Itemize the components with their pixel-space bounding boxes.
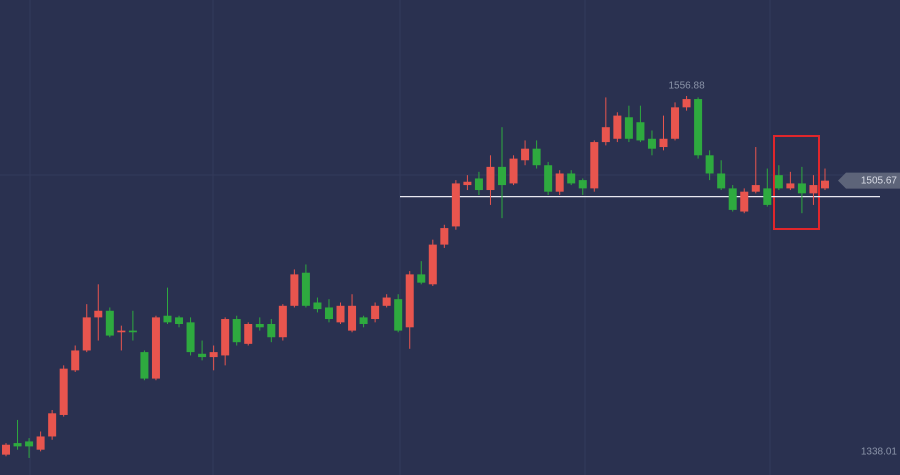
candle-body xyxy=(624,117,633,139)
candle-body xyxy=(601,127,610,143)
candle-body xyxy=(820,180,829,189)
candle-body xyxy=(428,244,437,285)
candle-body xyxy=(232,319,241,343)
price-tag-label: 1505.67 xyxy=(861,175,898,186)
candle-body xyxy=(463,181,472,186)
candle-body xyxy=(151,317,160,379)
candle-body xyxy=(532,148,541,166)
candle-body xyxy=(682,99,691,108)
candle-body xyxy=(221,319,230,356)
candle-body xyxy=(209,352,218,358)
candle-body xyxy=(567,173,576,184)
candle-body xyxy=(717,173,726,189)
candle-body xyxy=(371,305,380,320)
candle-body xyxy=(105,310,114,336)
candle-body xyxy=(694,99,703,156)
candle-body xyxy=(809,185,818,194)
candle-body xyxy=(417,274,426,283)
candle-body xyxy=(763,188,772,205)
candle-body xyxy=(186,322,195,353)
candle-body xyxy=(555,173,564,192)
candle-body xyxy=(751,185,760,192)
candle-body xyxy=(498,166,507,186)
candle-body xyxy=(36,436,45,450)
candle-body xyxy=(163,315,172,323)
candle-body xyxy=(244,323,253,344)
candle-body xyxy=(509,158,518,184)
candle-body xyxy=(336,305,345,323)
candle-body xyxy=(474,178,483,191)
candle-body xyxy=(451,183,460,227)
candle-body xyxy=(324,307,333,320)
candle-body xyxy=(13,443,22,447)
low-label: 1338.01 xyxy=(861,447,898,458)
candle-body xyxy=(59,368,68,415)
candle-body xyxy=(301,272,310,306)
candle-body xyxy=(2,444,10,455)
candle-body xyxy=(394,299,403,331)
candle-body xyxy=(359,317,368,324)
candle-body xyxy=(382,297,391,306)
candle-body xyxy=(728,188,737,210)
candle-body xyxy=(255,323,264,328)
candle-body xyxy=(578,180,587,189)
candle-body xyxy=(647,138,656,149)
candle-body xyxy=(671,107,680,139)
candle-body xyxy=(405,274,414,328)
candle-body xyxy=(486,166,495,191)
candle-body xyxy=(590,142,599,189)
candle-body xyxy=(774,175,783,189)
candle-body xyxy=(440,228,449,245)
candle-body xyxy=(128,330,137,333)
candle-body xyxy=(71,350,80,371)
candle-body xyxy=(613,115,622,139)
highlight-box xyxy=(773,135,820,230)
candle-body xyxy=(140,352,149,379)
candle-body xyxy=(198,353,207,358)
price-tag xyxy=(838,172,900,189)
high-label: 1556.88 xyxy=(668,81,705,92)
candle-body xyxy=(705,155,714,174)
candle-body xyxy=(521,148,530,161)
candle-body xyxy=(278,305,287,338)
candle-body xyxy=(25,441,34,447)
candle-body xyxy=(82,317,91,351)
candle-body xyxy=(797,183,806,194)
candle-body xyxy=(48,413,57,437)
candle-body xyxy=(659,138,668,148)
candle-body xyxy=(313,302,322,310)
candle-body xyxy=(290,274,299,306)
candle-body xyxy=(544,165,553,192)
candle-body xyxy=(94,310,103,318)
candle-body xyxy=(786,183,795,189)
candle-body xyxy=(348,305,357,331)
candle-body xyxy=(117,330,126,333)
candle-body xyxy=(740,191,749,212)
candle-body xyxy=(636,122,645,141)
candle-body xyxy=(267,323,276,338)
candle-body xyxy=(175,317,184,324)
